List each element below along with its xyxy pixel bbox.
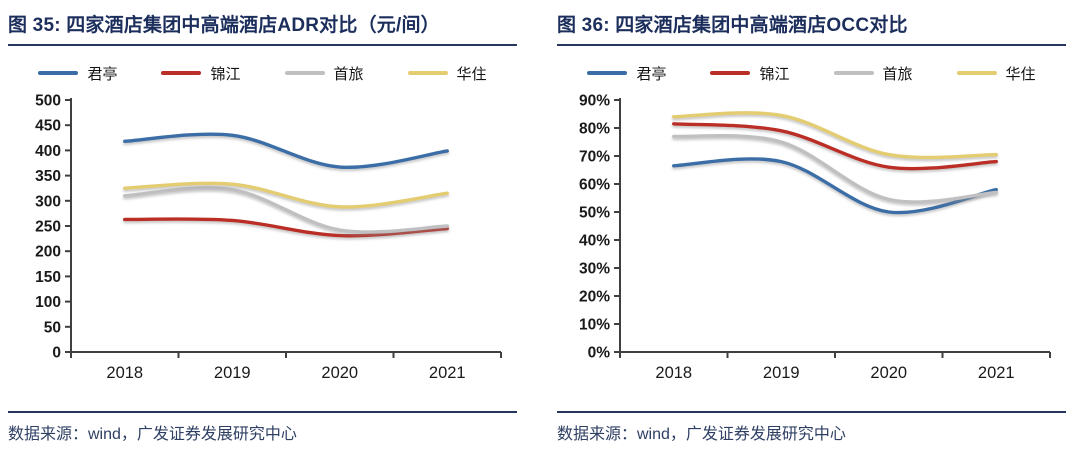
- legend-label: 首旅: [882, 65, 913, 83]
- series-line-锦江: [122, 217, 449, 238]
- legend-swatch: [161, 71, 202, 75]
- adr-legend: 君亭 锦江 首旅 华住: [8, 62, 517, 84]
- x-tick-label: 2018: [655, 364, 692, 382]
- legend-swatch: [38, 71, 79, 75]
- x-tick-label: 2019: [213, 364, 250, 382]
- y-tick-label: 10%: [578, 317, 609, 334]
- y-tick-label: 450: [35, 118, 61, 135]
- legend-item-华住: 华住: [956, 63, 1036, 84]
- source-divider: [557, 411, 1066, 413]
- legend-label: 华住: [456, 65, 487, 83]
- y-tick-label: 400: [35, 143, 61, 160]
- y-tick-label: 30%: [578, 261, 609, 278]
- legend-swatch: [407, 71, 448, 75]
- y-tick-label: 20%: [578, 289, 609, 306]
- legend-swatch: [587, 71, 628, 75]
- legend-swatch: [833, 71, 874, 75]
- y-tick-label: 250: [35, 219, 61, 236]
- figure-title-adr: 图 35: 四家酒店集团中高端酒店ADR对比（元/间）: [8, 15, 440, 36]
- y-tick-label: 350: [35, 168, 61, 185]
- legend-label: 首旅: [333, 65, 364, 83]
- series-line-首旅: [671, 133, 998, 204]
- legend-item-君亭: 君亭: [587, 63, 666, 84]
- legend-item-华住: 华住: [407, 63, 487, 84]
- legend-swatch: [710, 71, 751, 75]
- x-tick-label: 2021: [428, 364, 465, 382]
- figure-title-occ: 图 36: 四家酒店集团中高端酒店OCC对比: [557, 15, 908, 36]
- series-line-华住: [671, 111, 998, 160]
- legend-label: 锦江: [210, 65, 241, 83]
- occ-figure-panel: 图 36: 四家酒店集团中高端酒店OCC对比 君亭 锦江 首旅 华住 0% 10% 20%…: [557, 6, 1066, 452]
- y-tick-label: 50%: [578, 205, 609, 222]
- series-line-首旅: [122, 186, 449, 234]
- y-tick-label: 60%: [578, 177, 609, 194]
- legend-item-锦江: 锦江: [710, 63, 790, 84]
- y-tick-label: 100: [35, 294, 61, 311]
- title-underline: [8, 44, 517, 46]
- y-tick-label: 70%: [578, 149, 609, 166]
- legend-label: 君亭: [636, 65, 667, 83]
- occ-legend: 君亭 锦江 首旅 华住: [557, 62, 1066, 84]
- legend-label: 华住: [1005, 65, 1036, 83]
- y-tick-label: 500: [35, 93, 61, 110]
- x-tick-label: 2020: [870, 364, 907, 382]
- x-tick-label: 2019: [762, 364, 799, 382]
- adr-line-chart: 0 50 100 150 200 250 300 350 400 450 500 2018 2019 20…: [35, 93, 502, 382]
- y-tick-label: 300: [35, 193, 61, 210]
- series-line-锦江: [671, 122, 998, 171]
- y-tick-label: 0%: [587, 345, 610, 362]
- source-note-adr: 数据来源：wind，广发证券发展研究中心: [8, 426, 297, 443]
- legend-item-锦江: 锦江: [161, 63, 241, 84]
- series-line-君亭: [122, 132, 449, 170]
- title-underline: [557, 44, 1066, 46]
- x-tick-label: 2021: [977, 364, 1014, 382]
- legend-swatch: [956, 71, 997, 75]
- legend-item-首旅: 首旅: [833, 63, 913, 84]
- y-tick-label: 200: [35, 244, 61, 261]
- x-tick-label: 2020: [321, 364, 358, 382]
- y-tick-label: 90%: [578, 93, 609, 110]
- legend-item-君亭: 君亭: [38, 63, 117, 84]
- legend-swatch: [284, 71, 325, 75]
- legend-label: 锦江: [759, 65, 790, 83]
- legend-label: 君亭: [87, 65, 118, 83]
- source-note-occ: 数据来源：wind，广发证券发展研究中心: [557, 426, 846, 443]
- y-tick-label: 150: [35, 269, 61, 286]
- series-line-华住: [122, 181, 449, 209]
- x-tick-label: 2018: [106, 364, 143, 382]
- y-tick-label: 40%: [578, 233, 609, 250]
- y-tick-label: 0: [52, 345, 61, 362]
- legend-item-首旅: 首旅: [284, 63, 364, 84]
- occ-line-chart: 0% 10% 20% 30% 40% 50% 60% 70% 80% 90% 2018 2019 202…: [578, 93, 1051, 382]
- series-line-君亭: [671, 157, 998, 215]
- y-tick-label: 50: [43, 319, 60, 336]
- y-tick-label: 80%: [578, 121, 609, 138]
- source-divider: [8, 411, 517, 413]
- adr-figure-panel: 图 35: 四家酒店集团中高端酒店ADR对比（元/间） 君亭 锦江 首旅 华住 0 50…: [8, 6, 517, 452]
